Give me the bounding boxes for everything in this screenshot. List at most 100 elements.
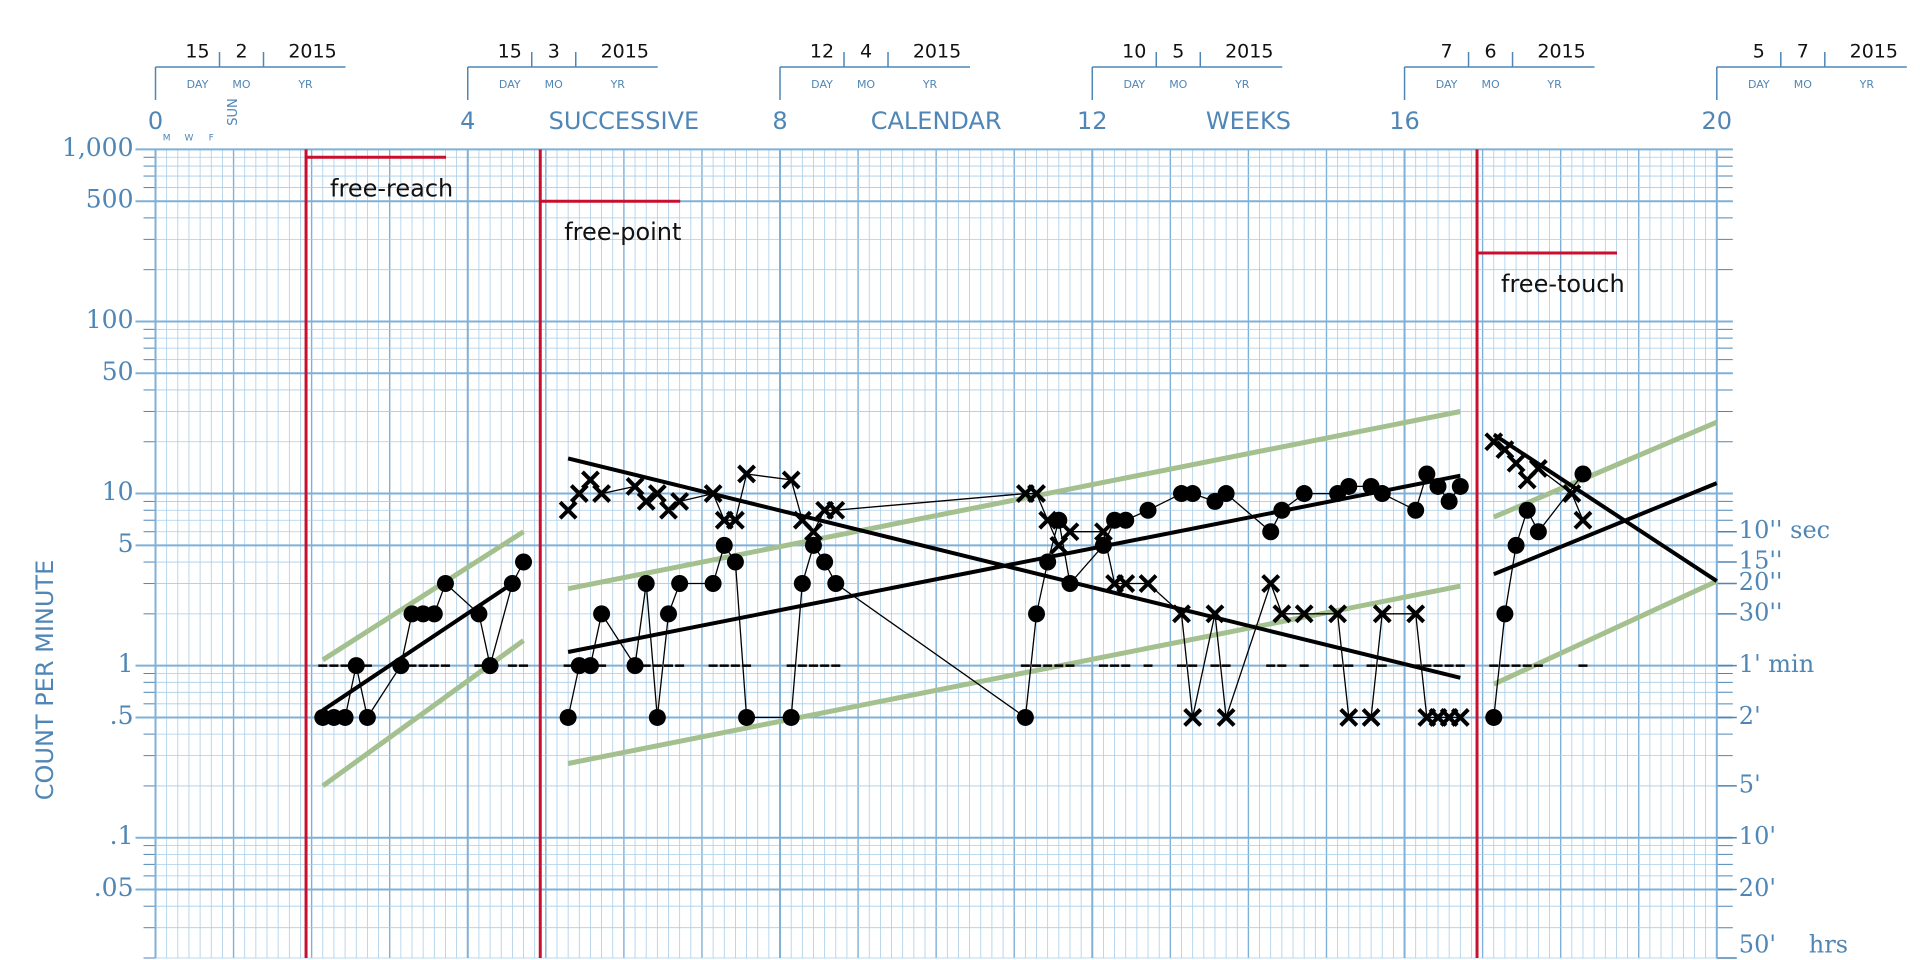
y2-tick-label: 20'	[1739, 874, 1776, 902]
data-dot	[715, 536, 733, 554]
data-cross	[1183, 708, 1203, 727]
y2-tick-label: 1' min	[1739, 650, 1814, 678]
data-cross	[1038, 510, 1058, 530]
bounce-line	[321, 529, 525, 663]
data-dot	[392, 657, 410, 675]
data-dot	[503, 575, 521, 593]
data-dot	[515, 553, 533, 571]
data-dot	[336, 708, 354, 726]
y2-tick-label: 5'	[1739, 770, 1761, 798]
day-mark: W	[185, 134, 194, 144]
y-tick-label: .5	[110, 701, 134, 730]
data-dot	[559, 708, 577, 726]
y-tick-label: 100	[86, 305, 134, 334]
data-dot	[1440, 492, 1458, 510]
date-caption: YR	[297, 78, 313, 91]
celeration-line	[321, 581, 514, 712]
bounce-line	[1492, 419, 1718, 520]
data-dot	[637, 575, 655, 593]
y2-tick-label: 15''	[1739, 547, 1783, 575]
data-cross	[1361, 708, 1381, 727]
data-dot	[1184, 485, 1202, 503]
data-dot	[1451, 477, 1469, 495]
data-dot	[1340, 477, 1358, 495]
data-cross	[1328, 604, 1348, 624]
y-tick-label: 1	[118, 649, 134, 678]
data-dot	[659, 605, 677, 623]
data-dot	[793, 575, 811, 593]
data-dot	[1273, 501, 1291, 519]
bounce-line	[567, 583, 1461, 766]
date-day: 5	[1753, 41, 1765, 63]
y-tick-label: 10	[102, 477, 134, 506]
date-day: 10	[1122, 41, 1146, 63]
date-caption: DAY	[811, 78, 833, 91]
data-cross	[1116, 574, 1136, 593]
date-caption: DAY	[1436, 78, 1458, 91]
celeration-line	[1492, 432, 1718, 583]
data-dot	[1061, 575, 1079, 593]
sun-label: SUN	[226, 98, 241, 126]
data-dot	[593, 605, 611, 623]
data-dot	[738, 708, 756, 726]
data-cross	[647, 484, 667, 503]
data-cross	[1205, 604, 1225, 624]
date-caption: YR	[1234, 78, 1250, 91]
phase-label: free-point	[564, 218, 681, 246]
data-cross	[1562, 484, 1582, 503]
data-cross	[826, 500, 846, 520]
data-dot	[1373, 485, 1391, 503]
celeration-line	[567, 473, 1461, 654]
celeration-line	[1493, 481, 1718, 577]
data-cross	[558, 500, 578, 520]
bounce-line	[1492, 578, 1718, 687]
data-dot	[1574, 465, 1592, 483]
data-dot	[1429, 477, 1447, 495]
data-cross	[1216, 708, 1236, 727]
data-dot	[626, 657, 644, 675]
data-dot	[1295, 485, 1313, 503]
data-cross	[1528, 459, 1548, 478]
y-tick-label: .1	[110, 821, 134, 850]
x-axis-label: CALENDAR	[871, 107, 1002, 135]
data-dot	[1485, 708, 1503, 726]
data-dot	[1139, 501, 1157, 519]
data-dot	[1117, 511, 1135, 529]
date-caption: DAY	[187, 78, 209, 91]
data-cross	[703, 484, 723, 503]
date-caption: YR	[1546, 78, 1562, 91]
data-cross	[1027, 484, 1046, 503]
data-dot	[581, 657, 599, 675]
data-dot	[648, 708, 666, 726]
y-tick-label: 1,000	[62, 133, 134, 162]
data-cross	[1060, 522, 1080, 542]
x-tick-label: 12	[1077, 107, 1108, 135]
data-dot	[782, 708, 800, 726]
data-cross	[1294, 604, 1314, 624]
data-dot	[347, 657, 365, 675]
x-axis-label: SUCCESSIVE	[549, 107, 700, 135]
date-caption: MO	[1169, 78, 1187, 91]
y2-tick-label: 30''	[1739, 598, 1783, 626]
y2-tick-label: 10'	[1739, 822, 1776, 850]
y-tick-label: 50	[102, 357, 134, 386]
y-tick-label: 500	[86, 185, 134, 214]
date-caption: DAY	[1123, 78, 1145, 91]
phase-label: free-touch	[1501, 270, 1625, 298]
data-dot	[358, 708, 376, 726]
y-axis-label: COUNT PER MINUTE	[31, 560, 59, 801]
day-mark: F	[209, 134, 214, 144]
date-month: 7	[1797, 41, 1809, 63]
data-cross	[592, 484, 612, 503]
date-day: 15	[185, 41, 209, 63]
date-caption: MO	[1794, 78, 1812, 91]
x-tick-label: 4	[460, 107, 475, 135]
date-caption: MO	[545, 78, 563, 91]
data-dot	[671, 575, 689, 593]
date-year: 2015	[1225, 41, 1273, 63]
data-dot	[1407, 501, 1425, 519]
date-month: 2	[235, 41, 247, 63]
y2-tick-label: 10'' sec	[1739, 516, 1830, 544]
data-dot	[1418, 465, 1436, 483]
